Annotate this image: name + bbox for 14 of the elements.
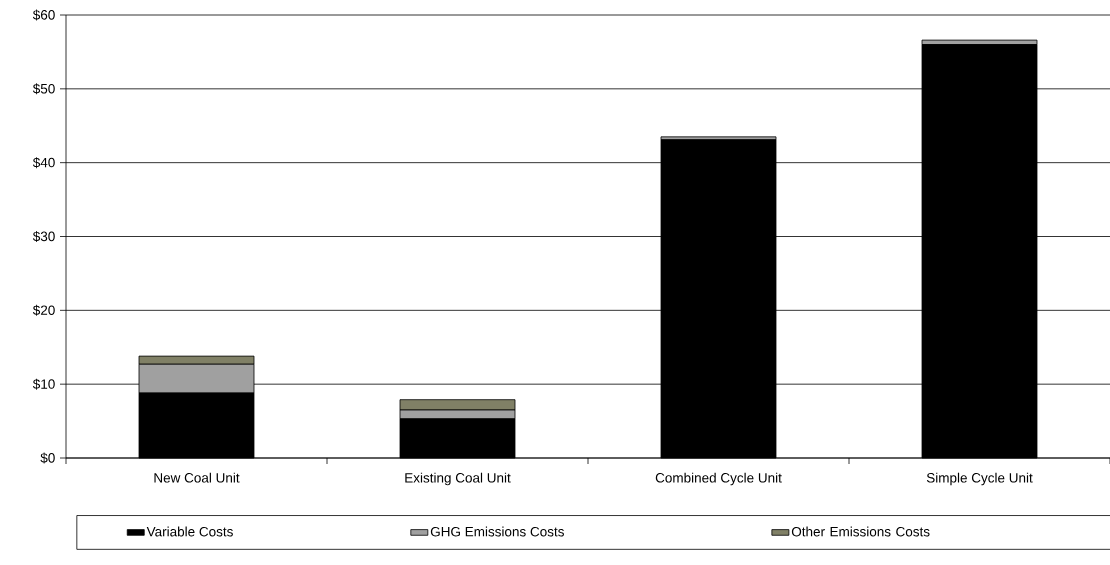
x-tick-label: New Coal Unit — [154, 472, 240, 483]
y-tick-label: $0 — [40, 452, 55, 464]
x-tick-label: Simple Cycle Unit — [926, 472, 1033, 486]
y-tick-label: $20 — [32, 304, 55, 316]
x-tick-label: Existing Coal Unit — [405, 472, 511, 486]
y-tick-label: $50 — [32, 83, 55, 95]
y-tick-label: $40 — [32, 157, 55, 169]
legend-label: Other Emissions Costs — [791, 526, 930, 537]
y-tick-label: $60 — [32, 9, 55, 21]
legend-label: GHG Emissions Costs — [430, 526, 564, 537]
legend-label: Variable Costs — [146, 526, 233, 537]
y-tick-label: $10 — [32, 378, 55, 390]
y-tick-label: $30 — [32, 231, 55, 242]
x-tick-label: Combined Cycle Unit — [655, 472, 782, 486]
